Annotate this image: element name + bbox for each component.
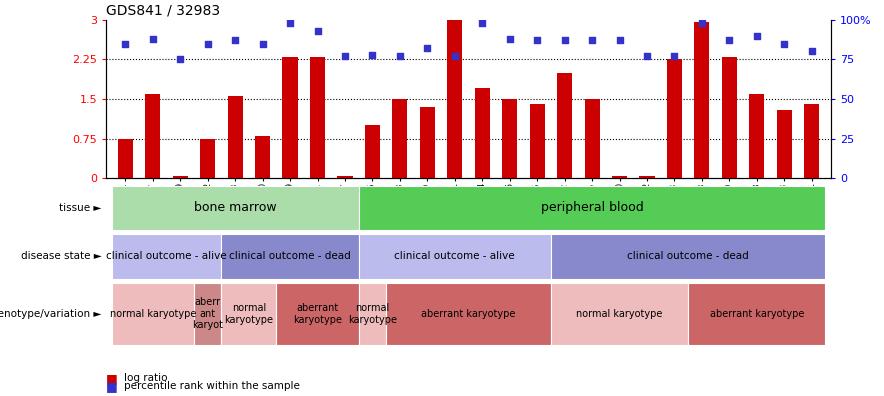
- Bar: [584, 99, 599, 178]
- Point: [228, 37, 242, 44]
- Bar: [145, 94, 160, 178]
- Point: [530, 37, 545, 44]
- Bar: [475, 88, 490, 178]
- Text: percentile rank within the sample: percentile rank within the sample: [124, 381, 300, 391]
- Bar: [221, 283, 277, 345]
- Point: [503, 36, 517, 42]
- Bar: [172, 175, 187, 178]
- Bar: [557, 72, 572, 178]
- Bar: [612, 175, 627, 178]
- Text: normal
karyotype: normal karyotype: [225, 303, 273, 325]
- Bar: [194, 283, 221, 345]
- Point: [310, 28, 324, 34]
- Point: [118, 40, 133, 47]
- Text: aberrant
karyotype: aberrant karyotype: [293, 303, 342, 325]
- Point: [585, 37, 599, 44]
- Point: [613, 37, 627, 44]
- Text: normal karyotype: normal karyotype: [576, 309, 663, 319]
- Text: peripheral blood: peripheral blood: [541, 202, 644, 214]
- Bar: [530, 104, 545, 178]
- Bar: [694, 23, 710, 178]
- Text: clinical outcome - dead: clinical outcome - dead: [229, 251, 351, 261]
- Bar: [111, 283, 194, 345]
- Text: genotype/variation ►: genotype/variation ►: [0, 309, 102, 319]
- Point: [695, 20, 709, 26]
- Bar: [804, 104, 819, 178]
- Point: [365, 51, 379, 58]
- Point: [667, 53, 682, 59]
- Point: [476, 20, 490, 26]
- Bar: [310, 57, 325, 178]
- Point: [173, 56, 187, 63]
- Bar: [227, 96, 243, 178]
- Bar: [255, 136, 271, 178]
- Point: [640, 53, 654, 59]
- Text: aberr
ant
karyot: aberr ant karyot: [192, 297, 223, 330]
- Bar: [639, 175, 654, 178]
- Text: GDS841 / 32983: GDS841 / 32983: [106, 3, 220, 17]
- Bar: [359, 234, 551, 279]
- Bar: [750, 94, 765, 178]
- Bar: [118, 139, 133, 178]
- Bar: [221, 234, 359, 279]
- Bar: [420, 107, 435, 178]
- Point: [722, 37, 736, 44]
- Point: [392, 53, 407, 59]
- Point: [558, 37, 572, 44]
- Bar: [777, 110, 792, 178]
- Bar: [667, 59, 682, 178]
- Point: [146, 36, 160, 42]
- Point: [420, 45, 434, 51]
- Bar: [688, 283, 826, 345]
- Bar: [386, 283, 551, 345]
- Bar: [111, 234, 221, 279]
- Bar: [551, 283, 688, 345]
- Bar: [200, 139, 215, 178]
- Text: bone marrow: bone marrow: [194, 202, 277, 214]
- Bar: [283, 57, 298, 178]
- Text: normal
karyotype: normal karyotype: [348, 303, 397, 325]
- Point: [804, 48, 819, 55]
- Bar: [359, 186, 826, 230]
- Point: [255, 40, 270, 47]
- Text: aberrant karyotype: aberrant karyotype: [422, 309, 515, 319]
- Text: tissue ►: tissue ►: [59, 203, 102, 213]
- Text: aberrant karyotype: aberrant karyotype: [710, 309, 804, 319]
- Point: [777, 40, 791, 47]
- Point: [447, 53, 461, 59]
- Point: [338, 53, 352, 59]
- Bar: [722, 57, 737, 178]
- Text: ■: ■: [106, 380, 118, 392]
- Bar: [392, 99, 408, 178]
- Bar: [359, 283, 386, 345]
- Point: [201, 40, 215, 47]
- Text: ■: ■: [106, 372, 118, 385]
- Point: [283, 20, 297, 26]
- Point: [750, 32, 764, 39]
- Bar: [111, 186, 359, 230]
- Bar: [551, 234, 826, 279]
- Bar: [277, 283, 359, 345]
- Text: disease state ►: disease state ►: [21, 251, 102, 261]
- Bar: [365, 126, 380, 178]
- Text: normal karyotype: normal karyotype: [110, 309, 196, 319]
- Bar: [447, 20, 462, 178]
- Text: clinical outcome - dead: clinical outcome - dead: [628, 251, 749, 261]
- Bar: [502, 99, 517, 178]
- Text: clinical outcome - alive: clinical outcome - alive: [106, 251, 227, 261]
- Text: log ratio: log ratio: [124, 373, 167, 383]
- Bar: [338, 175, 353, 178]
- Text: clinical outcome - alive: clinical outcome - alive: [394, 251, 515, 261]
